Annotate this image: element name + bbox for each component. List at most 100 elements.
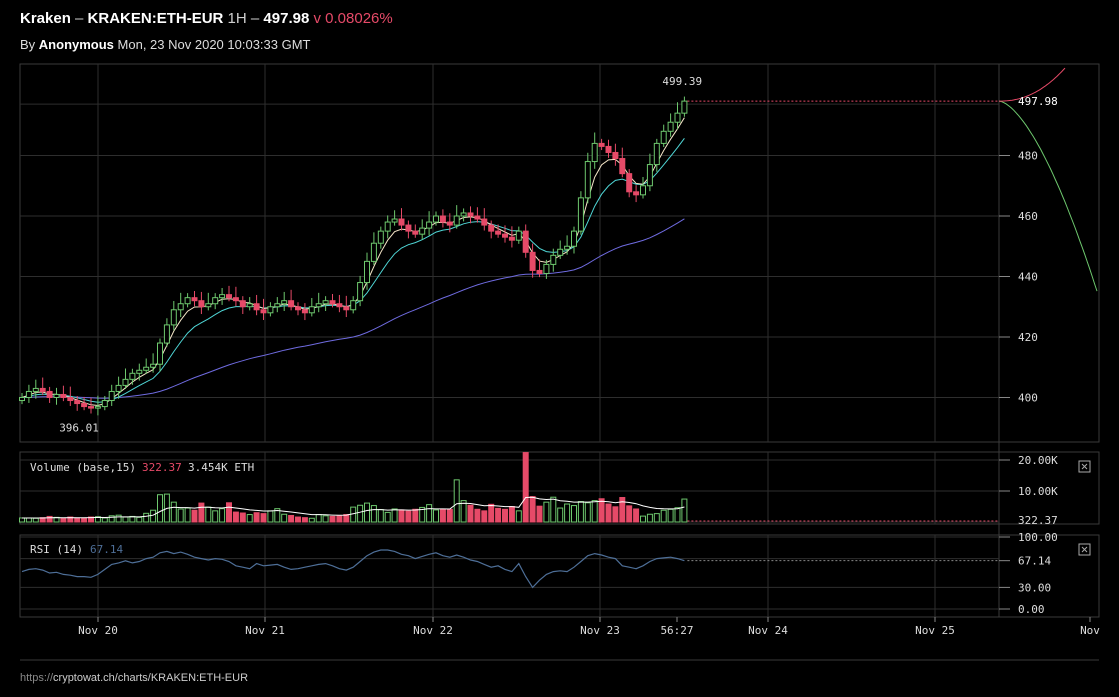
rsi-legend-value: 67.14 (90, 543, 123, 556)
candle (150, 353, 157, 373)
candle-body (177, 303, 184, 311)
time-tick-label: Nov 22 (413, 624, 453, 637)
volume-bar (336, 515, 343, 523)
candle (474, 207, 481, 223)
volume-bar (239, 512, 246, 523)
slow-moving-average (21, 218, 685, 399)
volume-bar (288, 514, 295, 523)
slow-ma-line (21, 218, 685, 399)
time-tick-label: Nov 23 (580, 624, 620, 637)
candle (101, 395, 108, 411)
candle (39, 377, 46, 396)
candle (67, 386, 74, 406)
volume-bar (226, 502, 232, 523)
interval: 1H (227, 10, 247, 27)
rsi-close-icon[interactable] (1078, 543, 1091, 556)
candle-body (439, 215, 446, 223)
volume-bar (405, 510, 412, 523)
volume-bar (508, 506, 515, 523)
volume-bar (591, 500, 598, 523)
candle (577, 191, 584, 235)
candle (653, 138, 660, 172)
volume-bar (460, 500, 467, 523)
volume-bar (281, 513, 288, 523)
candle-body (529, 251, 536, 271)
volume-bar (398, 509, 405, 523)
candle-body (522, 230, 529, 253)
candle (281, 291, 288, 311)
candle (274, 297, 281, 313)
candle (288, 289, 295, 311)
candle-body (74, 400, 81, 405)
time-tick-label: 56:27 (660, 624, 693, 637)
volume-close-icon[interactable] (1078, 460, 1091, 473)
volume-bar (267, 510, 274, 523)
volume-bar (633, 508, 640, 523)
candle (357, 275, 364, 307)
candle (329, 294, 336, 308)
volume-bar (46, 515, 53, 523)
candle (239, 296, 246, 315)
volume-bar (205, 506, 212, 523)
candle-body (94, 406, 101, 409)
symbol-name: KRAKEN:ETH-EUR (87, 10, 224, 27)
candle-body (419, 227, 426, 235)
candle-body (633, 191, 640, 196)
volume-bar (115, 514, 122, 523)
volume-bar (474, 508, 481, 523)
candle (384, 215, 391, 239)
volume-bar (308, 517, 315, 523)
volume-bar (619, 497, 626, 523)
volume-bar (515, 510, 522, 523)
candle-body (370, 242, 377, 262)
candle (488, 220, 495, 239)
candle-body (674, 112, 681, 123)
volume-bar (529, 496, 536, 523)
candle-body (605, 145, 612, 153)
candle (322, 296, 329, 311)
volume-bar (253, 512, 260, 523)
candle-body (508, 236, 515, 241)
candle-body (405, 224, 412, 232)
candle-body (577, 197, 584, 232)
candle (646, 153, 653, 192)
candle-body (129, 372, 136, 380)
candle (129, 368, 136, 385)
candle (667, 113, 674, 137)
volume-bar (150, 509, 157, 523)
volume-bar (502, 508, 508, 523)
candle (46, 386, 53, 403)
candle (136, 363, 143, 381)
byline-date: Mon, 23 Nov 2020 10:03:33 GMT (117, 37, 311, 52)
volume-bar (377, 509, 384, 523)
volume-bar (543, 501, 550, 523)
volume-bar (81, 517, 88, 523)
candle (198, 291, 205, 315)
time-tick-label: Nov 21 (245, 624, 285, 637)
fast-moving-average (21, 117, 685, 407)
volume-bar (295, 516, 301, 523)
volume-bar (32, 517, 39, 523)
volume-bar (329, 515, 336, 523)
footer-url[interactable]: https://cryptowat.ch/charts/KRAKEN:ETH-E… (20, 672, 248, 684)
candle-body (267, 306, 274, 314)
candle-body (481, 218, 488, 226)
candle-body (163, 324, 170, 344)
byline-by: By (20, 37, 36, 52)
candle (74, 395, 81, 411)
high-price-label: 499.39 (662, 75, 702, 88)
candle (591, 132, 598, 169)
chart-header: Kraken – KRAKEN:ETH-EUR 1H – 497.98 v 0.… (20, 10, 393, 27)
volume-bar (364, 502, 370, 523)
rsi-panel-frame (19, 534, 1100, 618)
volume-bar (198, 502, 205, 523)
candle-body (253, 303, 260, 311)
volume-bar (584, 502, 591, 523)
price-axis: 400 420 440 460 480 20.00K 10.00K 100.00 67.14 30… (999, 150, 1058, 616)
header-separator: – (75, 10, 84, 27)
candle-body (136, 369, 143, 374)
candle-body (198, 300, 205, 308)
candle (557, 240, 564, 259)
candle-body (25, 390, 32, 399)
